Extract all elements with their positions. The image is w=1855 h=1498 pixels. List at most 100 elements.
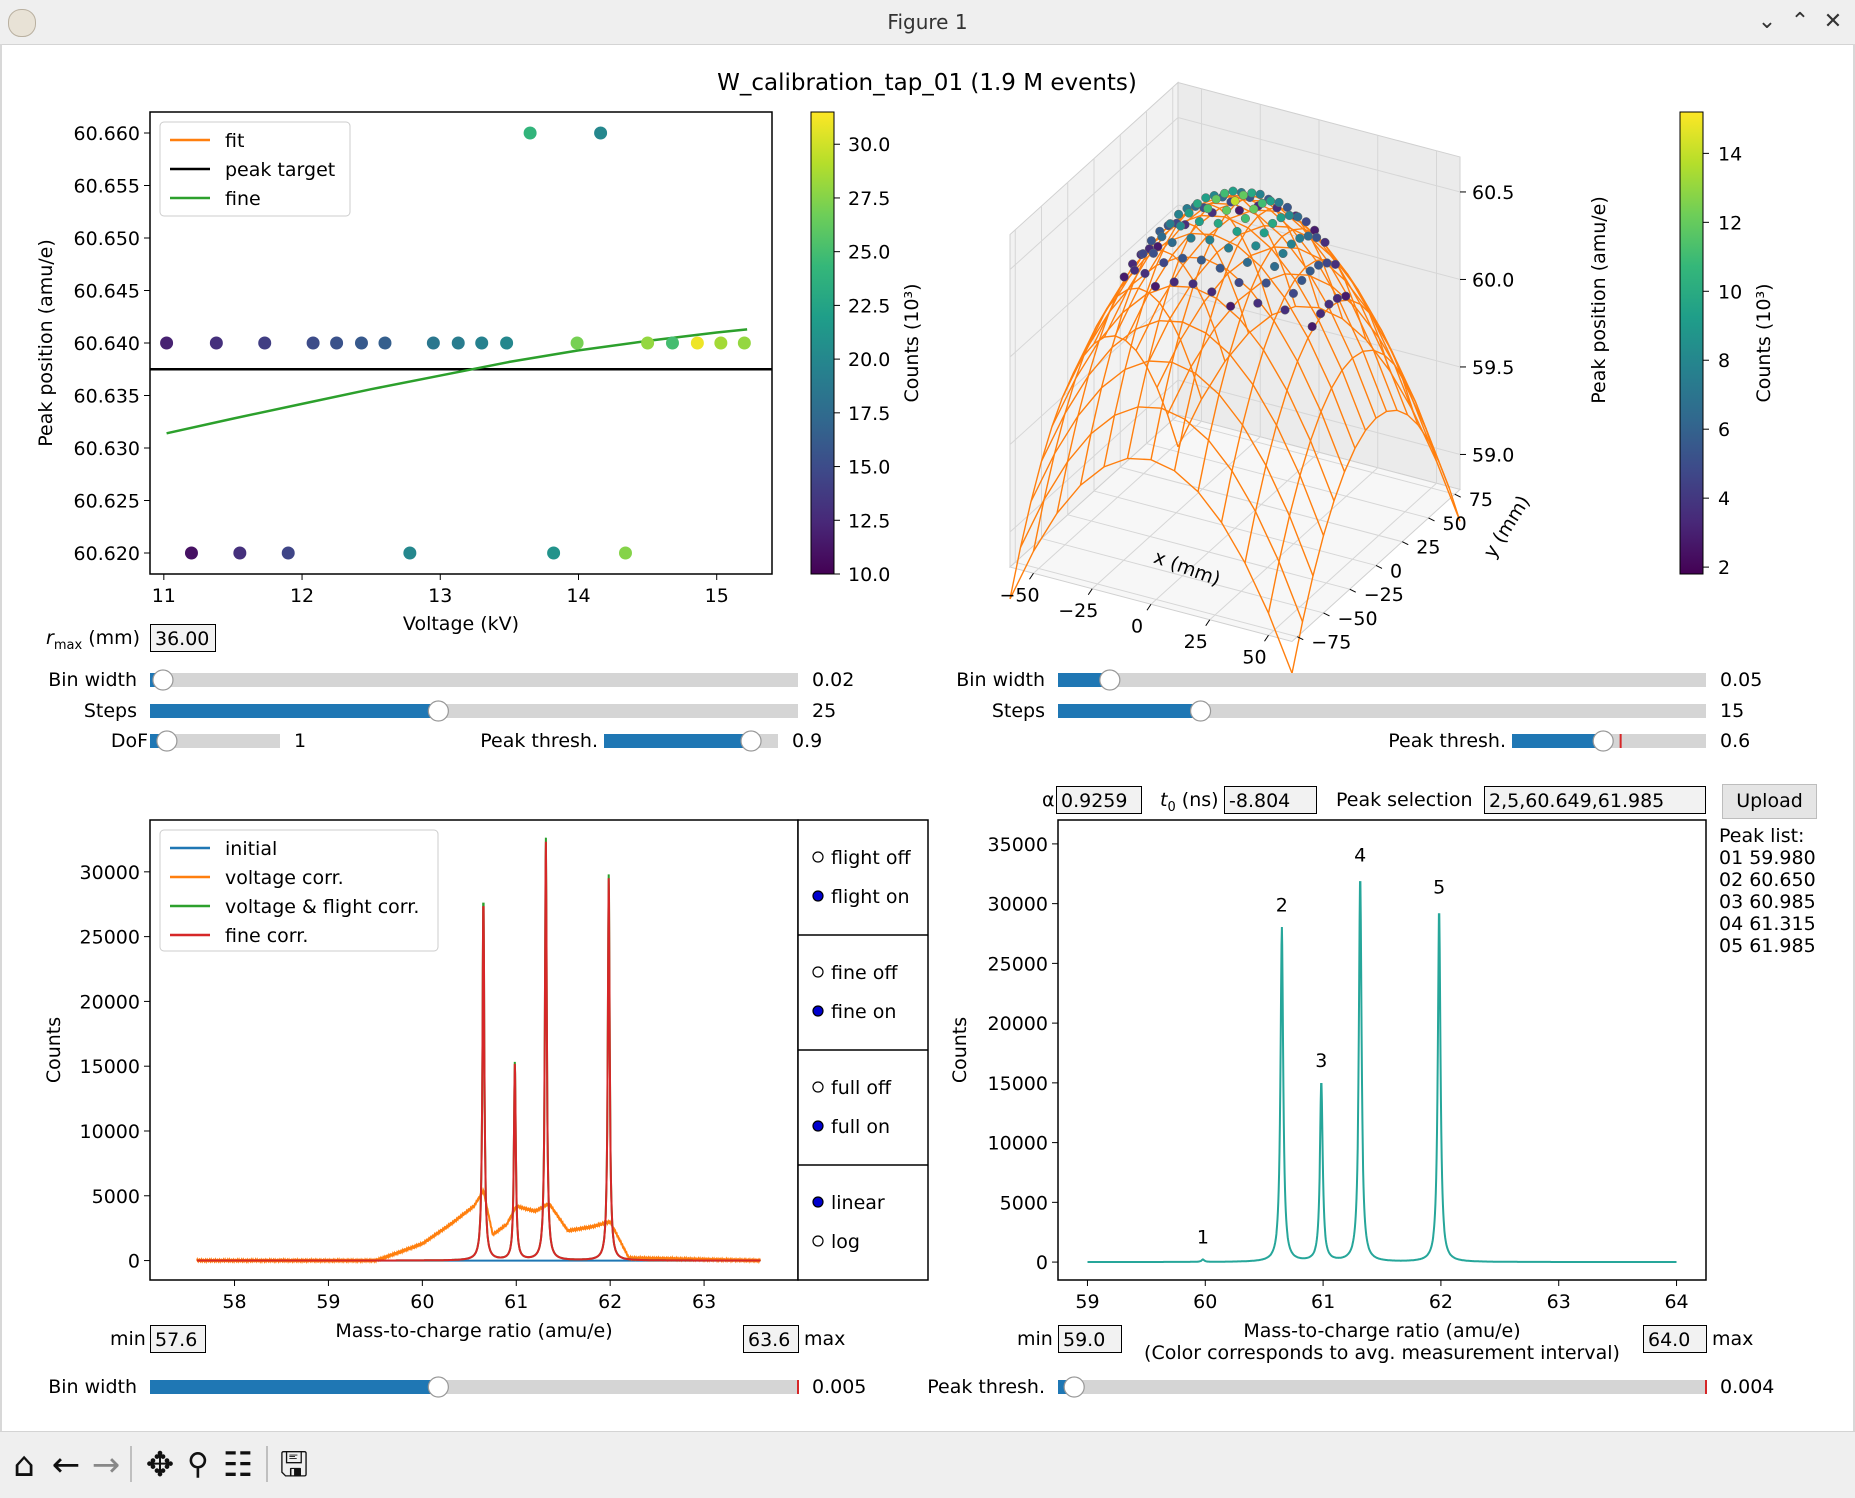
colorbar-tick-label: 15.0	[848, 457, 890, 479]
bin-width-slider-value: 0.005	[812, 1376, 866, 1398]
radio-button[interactable]	[812, 1196, 824, 1208]
radio-button[interactable]	[812, 1120, 824, 1132]
radio-button[interactable]	[812, 1235, 824, 1247]
y-tick-label: −75	[1311, 632, 1351, 654]
3d-peak-position-axes[interactable]: −50−2502550−75−50−25025507559.059.560.06…	[999, 81, 1610, 674]
grid-line	[1009, 116, 1461, 270]
x-tick-label: 62	[598, 1291, 622, 1313]
y-tick-label: 60.630	[74, 438, 140, 460]
toolbar-separator	[266, 1446, 268, 1482]
figure-title: W_calibration_tap_01 (1.9 M events)	[717, 70, 1137, 96]
configure-subplots-icon[interactable]: ☷	[222, 1445, 254, 1485]
surface-line	[1156, 246, 1440, 463]
radio-label: full on	[831, 1116, 890, 1138]
t0-label: t0 (ns)	[1160, 789, 1219, 815]
radio-button[interactable]	[812, 1005, 824, 1017]
steps-slider-handle[interactable]	[1189, 700, 1212, 722]
radio-button[interactable]	[812, 1081, 824, 1093]
peak-thresh-slider-value: 0.004	[1720, 1376, 1774, 1398]
peak-thresh-slider-value: 0.6	[1720, 730, 1750, 752]
grid-line	[1146, 111, 1429, 519]
radio-button[interactable]	[812, 890, 824, 902]
spectrum-axes[interactable]: 0 5000 10000 15000 20000 25000 30000 58 59 60 61 62…	[43, 819, 799, 1342]
bin-width-slider-value: 0.02	[812, 669, 854, 691]
x-tick	[1205, 619, 1211, 627]
bin-width-slider-track	[1058, 673, 1706, 687]
min-input[interactable]: 59.0	[1058, 1325, 1122, 1353]
data-point	[1288, 288, 1298, 298]
x-tick-label: −25	[1058, 600, 1098, 622]
back-arrow-icon[interactable]: ←	[51, 1445, 81, 1485]
data-point	[1228, 186, 1238, 196]
radio-button[interactable]	[812, 966, 824, 978]
y-tick	[1375, 565, 1383, 569]
y-tick-label: 75	[1469, 489, 1493, 511]
data-point	[1176, 221, 1186, 231]
x-tick-label: 25	[1184, 631, 1208, 653]
max-input[interactable]: 64.0	[1643, 1325, 1707, 1353]
app-icon[interactable]	[8, 9, 36, 37]
x-tick-label: 59	[1075, 1291, 1099, 1313]
forward-arrow-icon[interactable]: →	[91, 1445, 121, 1485]
maximize-icon[interactable]: ⌃	[1790, 9, 1810, 34]
bin-width-slider-handle[interactable]	[152, 669, 174, 691]
max-input[interactable]: 63.6	[743, 1325, 799, 1353]
y-tick-label: 60.635	[74, 386, 140, 408]
y-tick	[1428, 517, 1435, 522]
data-point	[1119, 272, 1129, 282]
minimize-icon[interactable]: ⌄	[1757, 9, 1777, 34]
radio-button[interactable]	[812, 851, 824, 863]
t0-input[interactable]: -8.804	[1224, 786, 1317, 814]
peak-finding-axes[interactable]: 0 5000 10000 15000 20000 25000 30000 35000 59 60 6…	[949, 819, 1707, 1364]
data-point	[1192, 199, 1202, 209]
data-point	[1307, 322, 1317, 332]
close-icon[interactable]: ✕	[1823, 9, 1843, 34]
steps-slider-handle[interactable]	[427, 700, 449, 722]
data-point	[403, 546, 417, 560]
data-point	[1320, 237, 1330, 247]
spectrum-line	[1087, 881, 1677, 1263]
x-tick-label: 12	[290, 585, 314, 607]
home-icon[interactable]: ⌂	[13, 1445, 35, 1485]
x-tick-label: 13	[428, 585, 452, 607]
bin-width-slider-handle[interactable]	[1099, 669, 1121, 691]
rmax-input[interactable]: 36.00	[150, 624, 216, 652]
data-point	[1238, 190, 1248, 200]
x-axis-label: Mass-to-charge ratio (amu/e)	[335, 1320, 612, 1342]
data-point	[1276, 213, 1286, 223]
peak-thresh-slider-label: Peak thresh.	[480, 730, 598, 752]
dof-slider-handle[interactable]	[156, 730, 178, 752]
peak-thresh-slider-handle[interactable]	[1592, 730, 1614, 752]
peak-thresh-slider-handle[interactable]	[1063, 1376, 1085, 1398]
data-point	[570, 336, 584, 350]
colorbar-label: Counts (10³)	[1753, 284, 1775, 403]
y-tick-label: 5000	[1000, 1192, 1048, 1214]
peak-selection-input[interactable]: 2,5,60.649,61.985	[1484, 786, 1706, 814]
data-point	[1153, 242, 1163, 252]
save-icon[interactable]: 🖫	[279, 1445, 309, 1485]
voltage-calibration-axes[interactable]: 60.620 60.625 60.630 60.635 60.640 60.645 60.6…	[35, 111, 773, 635]
upload-button[interactable]: Upload	[1722, 784, 1817, 819]
zoom-icon[interactable]: ⚲	[187, 1447, 209, 1482]
data-point	[1284, 210, 1294, 220]
data-point	[500, 336, 514, 350]
bin-width-slider-handle[interactable]	[427, 1376, 449, 1398]
peak-thresh-slider-label: Peak thresh.	[1388, 730, 1506, 752]
pan-icon[interactable]: ✥	[145, 1445, 175, 1485]
x-tick-label: 61	[1311, 1291, 1335, 1313]
peak-thresh-slider-value: 0.9	[792, 730, 822, 752]
peak-thresh-slider-handle[interactable]	[740, 730, 762, 752]
y-tick-label: 30000	[988, 894, 1048, 916]
y-tick-label: 25000	[80, 927, 140, 949]
min-input[interactable]: 57.6	[150, 1325, 206, 1353]
radio-panel[interactable]: flight off flight on fine off fine on full o…	[797, 819, 929, 1281]
grid-line	[1172, 87, 1455, 495]
alpha-input[interactable]: 0.9259	[1056, 786, 1142, 814]
y-tick-label: −25	[1364, 584, 1404, 606]
data-point	[306, 336, 320, 350]
min-label: min	[1017, 1328, 1053, 1350]
x-tick-label: 59	[316, 1291, 340, 1313]
peak-thresh-slider-label: Peak thresh.	[927, 1376, 1045, 1398]
peak-list-title: Peak list:	[1719, 825, 1805, 847]
